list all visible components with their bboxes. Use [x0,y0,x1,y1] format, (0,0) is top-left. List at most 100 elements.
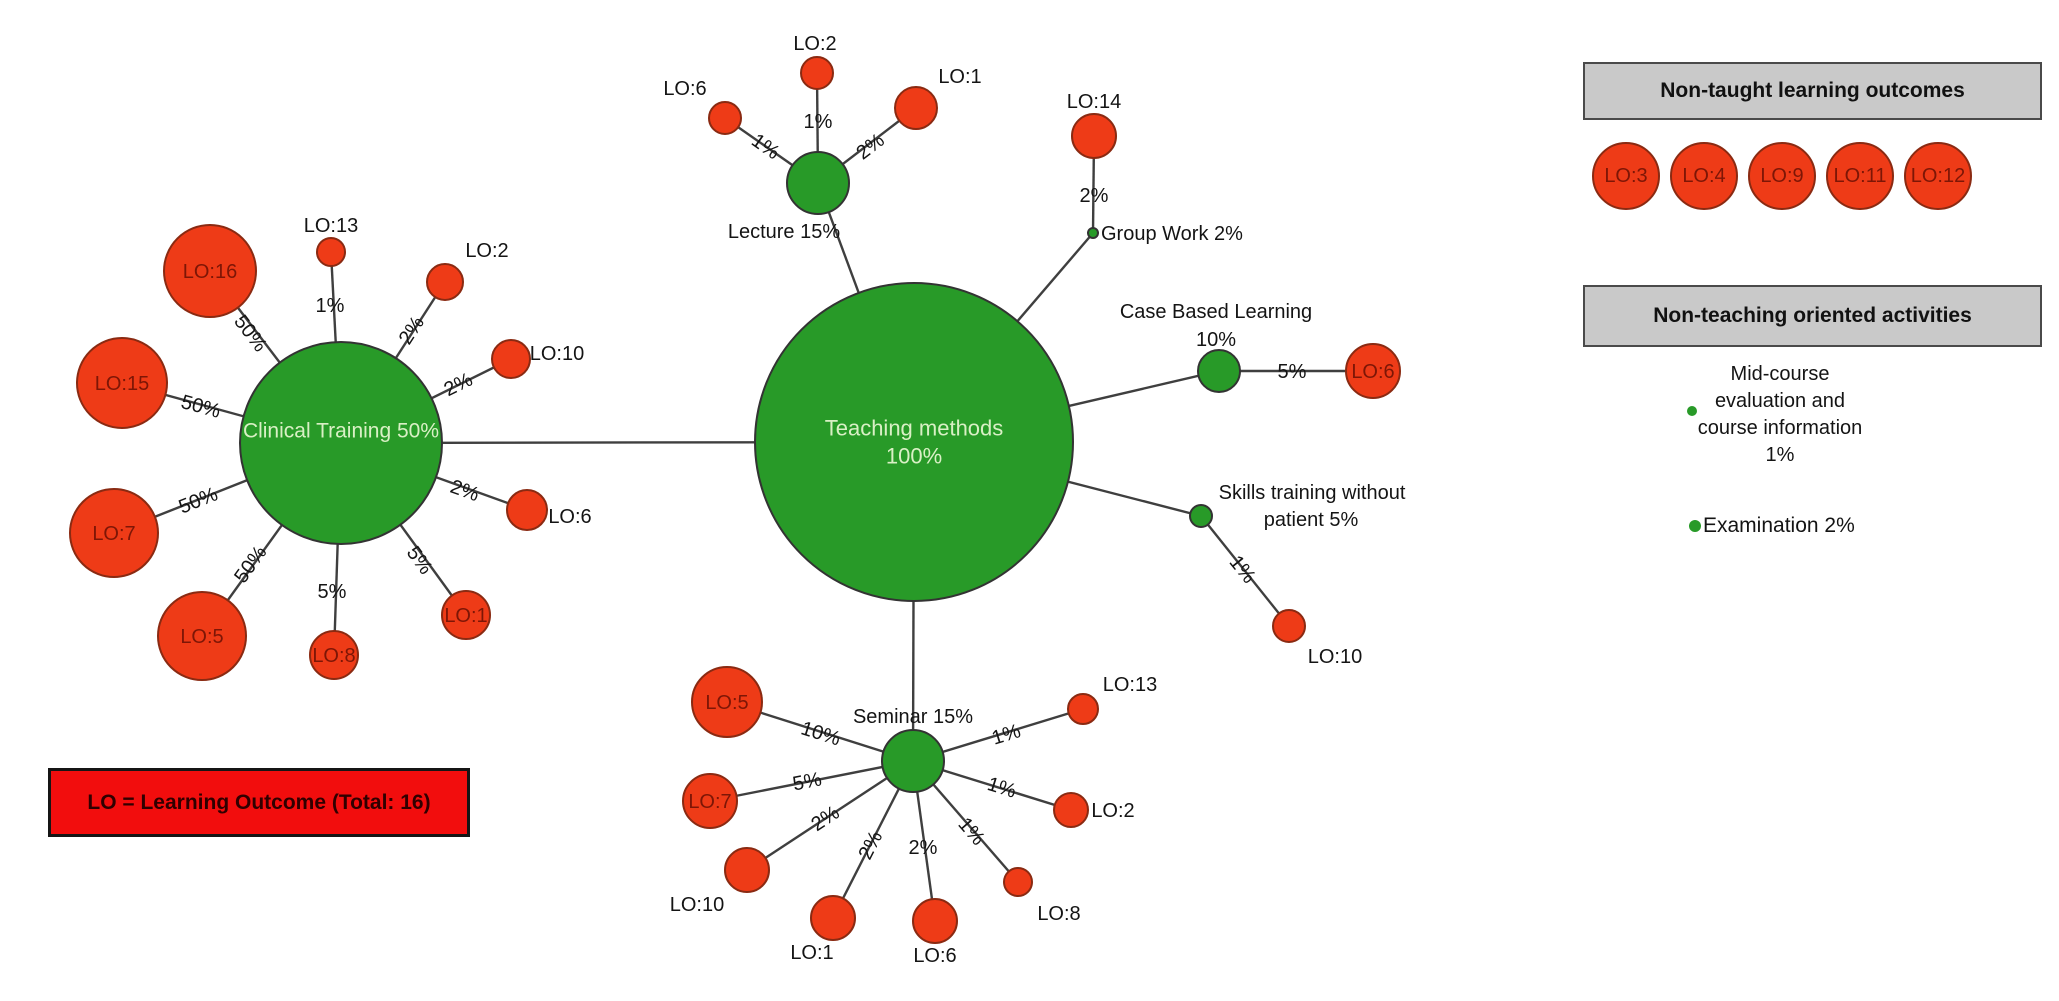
edge-seminar-sem-lo7 [709,759,914,803]
case-based-label-2: 10% [1196,329,1236,351]
node-label-cl-lo5: LO:5 [180,626,223,648]
edge-label-clinical-cl-lo13: 1% [316,295,345,317]
edge-label-lecture-lec-lo6: 1% [747,130,783,165]
node-sem-lo13 [1067,693,1099,725]
edge-label-clinical-cl-lo10: 2% [441,369,477,402]
node-cl-lo8 [309,630,359,680]
node-sem-lo8 [1003,867,1033,897]
group-work-label: Group Work 2% [1101,223,1243,245]
sem-lo10-label: LO:10 [670,894,724,916]
node-label-teaching: 100% [886,444,942,469]
edge-label-clinical-cl-lo2: 2% [395,312,429,348]
edge-label-clinical-cl-lo7: 50% [176,483,222,518]
examination-dot-icon [1689,520,1701,532]
lec-lo1-label: LO:1 [938,66,981,88]
edge-label-seminar-sem-lo10: 2% [807,802,843,836]
node-cl-lo5 [157,591,247,681]
edge-label-seminar-sem-lo13: 1% [989,720,1023,750]
seminar-label: Seminar 15% [853,706,973,728]
lec-lo2-label: LO:2 [793,33,836,55]
sem-lo2-label: LO:2 [1091,800,1134,822]
non-taught-circle-lo4: LO:4 [1670,142,1738,210]
edge-label-clinical-cl-lo16: 50% [229,311,271,356]
node-lec-lo6 [708,101,742,135]
lo-legend-box: LO = Learning Outcome (Total: 16) [48,768,470,837]
node-cl-lo13 [316,237,346,267]
node-cl-lo7 [69,488,159,578]
sem-lo6-label: LO:6 [913,945,956,967]
sem-lo1-label: LO:1 [790,942,833,964]
cl-lo2-label: LO:2 [465,240,508,262]
mid-course-dot-icon [1687,406,1697,416]
case-based-label-1: Case Based Learning [1120,301,1312,323]
cl-lo10-label: LO:10 [530,343,584,365]
node-cl-lo6 [506,489,548,531]
non-taught-circle-lo11: LO:11 [1826,142,1894,210]
non-taught-outcomes-header: Non-taught learning outcomes [1583,62,2042,120]
lec-lo6-label: LO:6 [663,78,706,100]
node-teaching [754,282,1074,602]
gw-lo14-label: LO:14 [1067,91,1121,113]
sk-lo10-label: LO:10 [1308,646,1362,668]
edge-label-clinical-cl-lo1: 5% [402,542,437,578]
node-skills [1189,504,1213,528]
node-sem-lo5 [691,666,763,738]
edge-label-seminar-sem-lo7: 5% [791,768,824,795]
edge-label-seminar-sem-lo2: 1% [985,773,1019,803]
edge-label-seminar-sem-lo6: 2% [909,837,938,859]
node-cb-lo6 [1345,343,1401,399]
node-cl-lo2 [426,263,464,301]
non-taught-circle-lo12: LO:12 [1904,142,1972,210]
node-label-teaching: Teaching methods [825,416,1004,441]
node-label-sem-lo7: LO:7 [688,791,731,813]
edge-skills-sk-lo10 [1200,515,1290,627]
examination-item: Examination 2% [1689,514,1855,538]
node-sk-lo10 [1272,609,1306,643]
node-label-cl-lo7: LO:7 [92,523,135,545]
edge-label-seminar-sem-lo5: 10% [798,717,843,750]
node-seminar [881,729,945,793]
node-label-cb-lo6: LO:6 [1351,361,1394,383]
node-label-cl-lo1: LO:1 [444,605,487,627]
node-case-based [1197,349,1241,393]
node-label-sem-lo5: LO:5 [705,692,748,714]
node-sem-lo10 [724,847,770,893]
node-cl-lo15 [76,337,168,429]
node-label-cl-lo15: LO:15 [95,373,149,395]
edge-label-seminar-sem-lo8: 1% [953,814,989,850]
node-clinical [239,341,443,545]
cl-lo6-label: LO:6 [548,506,591,528]
node-cl-lo16 [163,224,257,318]
edge-label-clinical-cl-lo15: 50% [179,391,224,423]
edge-label-case-based-cb-lo6: 5% [1278,361,1307,383]
cl-lo13-label: LO:13 [304,215,358,237]
edge-label-clinical-cl-lo6: 2% [447,476,482,507]
sem-lo13-label: LO:13 [1103,674,1157,696]
node-cl-lo1 [441,590,491,640]
node-label-clinical: Clinical Training 50% [243,419,439,442]
non-teaching-activities-header: Non-teaching oriented activities [1583,285,2042,347]
lecture-label: Lecture 15% [728,221,841,243]
mid-course-evaluation-label: Mid-course evaluation and course informa… [1697,363,1863,466]
sem-lo8-label: LO:8 [1037,903,1080,925]
node-label-cl-lo8: LO:8 [312,645,355,667]
non-taught-circle-lo3: LO:3 [1592,142,1660,210]
edge-label-clinical-cl-lo8: 5% [318,581,347,603]
edge-label-group-work-gw-lo14: 2% [1080,185,1109,207]
non-taught-circle-lo9: LO:9 [1748,142,1816,210]
node-sem-lo6 [912,898,958,944]
node-lec-lo2 [800,56,834,90]
node-cl-lo10 [491,339,531,379]
node-group-work [1087,227,1099,239]
skills-label-1: Skills training without [1219,482,1406,504]
node-sem-lo1 [810,895,856,941]
edge-label-lecture-lec-lo2: 1% [804,111,833,133]
non-taught-outcomes-circles: LO:3 LO:4 LO:9 LO:11 LO:12 [1592,142,1972,210]
node-gw-lo14 [1071,113,1117,159]
node-lecture [786,151,850,215]
node-sem-lo7 [682,773,738,829]
edge-label-lecture-lec-lo1: 2% [852,129,888,164]
node-sem-lo2 [1053,792,1089,828]
node-label-cl-lo16: LO:16 [183,261,237,283]
